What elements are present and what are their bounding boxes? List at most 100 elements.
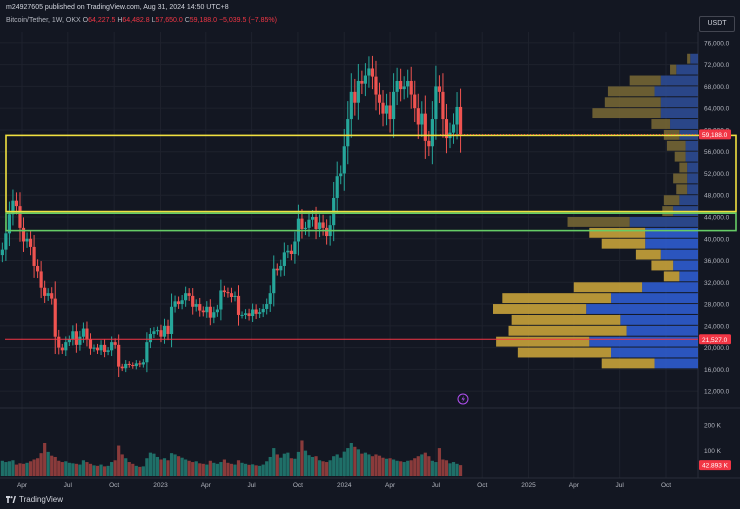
candle-body bbox=[32, 246, 36, 266]
volume-bar bbox=[451, 462, 456, 476]
candle-body bbox=[374, 76, 378, 95]
time-tick-label: Apr bbox=[569, 482, 580, 489]
close-value: 59,188.0 bbox=[189, 17, 217, 24]
volume-bar bbox=[310, 456, 315, 476]
volume-bar bbox=[113, 460, 117, 476]
volume-bar bbox=[32, 459, 36, 476]
candle-body bbox=[102, 344, 107, 352]
volume-profile-up bbox=[687, 184, 698, 195]
yellow-zone bbox=[5, 134, 737, 213]
volume-bar bbox=[18, 463, 22, 476]
open-value: 64,227.5 bbox=[88, 17, 116, 24]
volume-bar bbox=[81, 460, 86, 476]
volume-bar bbox=[201, 463, 205, 476]
volume-profile-down bbox=[607, 86, 655, 97]
volume-profile-down bbox=[663, 271, 680, 282]
volume-bar bbox=[332, 456, 336, 476]
candle-body bbox=[317, 222, 322, 229]
volume-profile-down bbox=[502, 293, 612, 304]
green-zone bbox=[5, 212, 737, 232]
candle-body bbox=[14, 200, 19, 207]
candle-body bbox=[441, 91, 445, 120]
candle-body bbox=[4, 233, 8, 250]
volume-bar bbox=[95, 465, 100, 476]
candle-body bbox=[451, 124, 456, 133]
candle-body bbox=[134, 363, 138, 367]
candle-body bbox=[162, 325, 167, 337]
candle-body bbox=[444, 119, 449, 139]
volume-bar bbox=[99, 464, 103, 476]
volume-profile-down bbox=[674, 151, 686, 162]
volume-bar bbox=[420, 454, 424, 476]
volume-bar bbox=[85, 462, 89, 476]
candle-body bbox=[124, 363, 128, 369]
candle-body bbox=[95, 347, 100, 351]
volume-bar bbox=[141, 466, 145, 476]
volume-bar bbox=[314, 456, 318, 476]
candle-body bbox=[293, 241, 297, 254]
volume-bar bbox=[427, 456, 431, 476]
volume-last-label: 42.893 K bbox=[702, 463, 729, 470]
candle-body bbox=[180, 300, 184, 305]
candle-body bbox=[159, 330, 163, 337]
volume-bar bbox=[265, 461, 269, 476]
candle-body bbox=[219, 290, 223, 310]
volume-bar bbox=[134, 465, 138, 476]
volume-profile-down bbox=[673, 173, 688, 184]
volume-profile-up bbox=[645, 227, 698, 238]
volume-bar bbox=[222, 459, 227, 476]
symbol-name: Bitcoin/Tether, 1W, OKX bbox=[6, 17, 81, 24]
time-tick-label: Jul bbox=[64, 482, 73, 489]
candle-body bbox=[384, 105, 389, 114]
volume-bar bbox=[145, 458, 149, 476]
candle-body bbox=[39, 271, 43, 288]
volume-bar bbox=[328, 460, 332, 476]
volume-bar bbox=[155, 456, 160, 476]
candle-body bbox=[363, 75, 367, 84]
candle-body bbox=[43, 287, 47, 296]
time-tick-label: Oct bbox=[477, 482, 487, 489]
low-label: L bbox=[151, 17, 156, 24]
volume-bar bbox=[205, 464, 209, 476]
volume-profile-down bbox=[601, 358, 655, 369]
candle-body bbox=[166, 325, 170, 334]
candle-body bbox=[64, 342, 68, 351]
candle-body bbox=[437, 86, 442, 92]
volume-bar bbox=[162, 458, 167, 476]
volume-profile-up bbox=[589, 336, 698, 347]
currency-selector[interactable]: USDT bbox=[699, 16, 735, 32]
price-label: 21,527.0 bbox=[702, 337, 728, 344]
low-value: 57,650.0 bbox=[155, 17, 183, 24]
tradingview-logo-icon bbox=[6, 496, 16, 503]
volume-bar bbox=[363, 452, 367, 476]
volume-profile-down bbox=[573, 282, 643, 293]
candle-body bbox=[169, 306, 174, 334]
price-tick-label: 52,000.0 bbox=[704, 171, 730, 178]
volume-bar bbox=[254, 465, 258, 476]
volume-profile-up bbox=[679, 195, 698, 206]
candle-body bbox=[360, 80, 364, 84]
volume-bar bbox=[152, 453, 156, 476]
candle-body bbox=[222, 290, 227, 293]
candle-body bbox=[205, 306, 209, 313]
price-label: 59,188.0 bbox=[702, 132, 728, 139]
close-label: C bbox=[184, 17, 190, 24]
candle-body bbox=[310, 217, 315, 220]
price-tick-label: 44,000.0 bbox=[704, 215, 730, 222]
volume-profile-down bbox=[666, 140, 686, 151]
volume-bar bbox=[215, 463, 219, 476]
candle-body bbox=[416, 108, 420, 125]
volume-profile-down bbox=[511, 314, 621, 325]
volume-profile-up bbox=[620, 314, 698, 325]
volume-bar bbox=[307, 455, 311, 476]
volume-bar bbox=[391, 459, 396, 476]
volume-profile-up bbox=[642, 282, 698, 293]
volume-bar bbox=[74, 463, 78, 476]
symbol-legend: Bitcoin/Tether, 1W, OKX O64,227.5 H64,48… bbox=[6, 17, 277, 24]
price-tick-label: 48,000.0 bbox=[704, 193, 730, 200]
candle-body bbox=[229, 293, 234, 297]
candle-body bbox=[381, 102, 385, 114]
volume-bar bbox=[251, 464, 255, 476]
candle-body bbox=[173, 301, 177, 307]
